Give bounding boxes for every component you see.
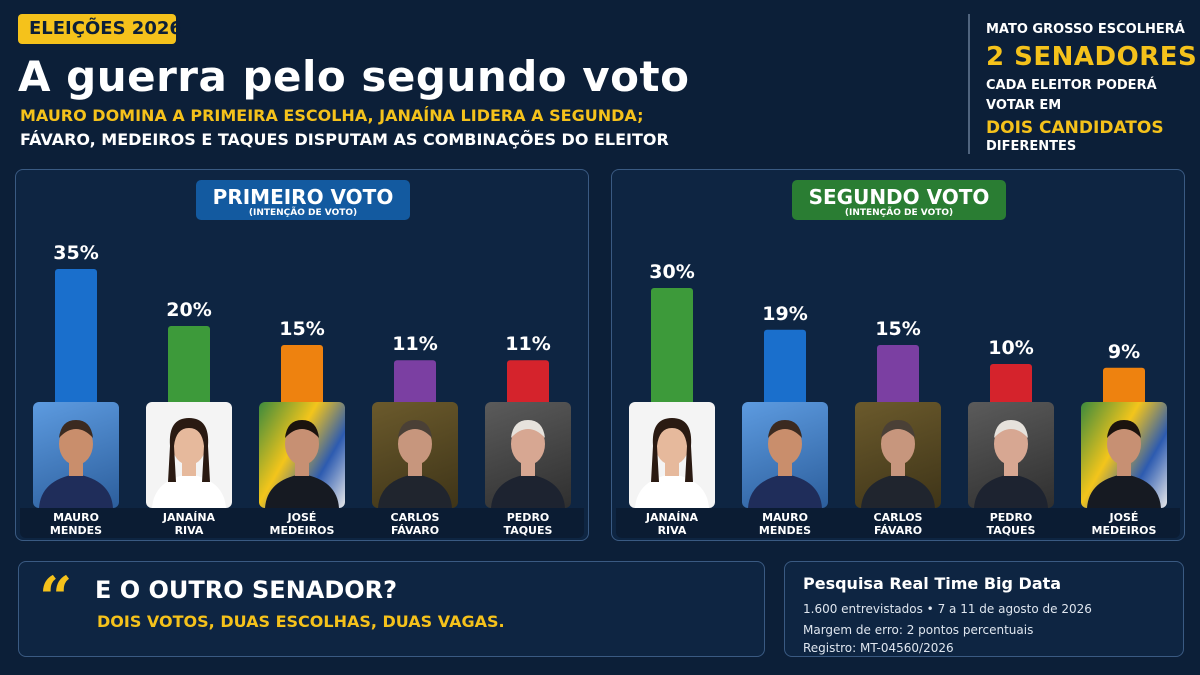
candidate-name-label: JANAÍNA RIVA xyxy=(134,511,244,537)
survey-title: Pesquisa Real Time Big Data xyxy=(803,574,1062,593)
candidate-first-name: PEDRO xyxy=(506,511,550,524)
candidate-last-name: FÁVARO xyxy=(873,524,923,537)
person-silhouette-icon xyxy=(39,420,113,508)
bar xyxy=(651,288,693,422)
candidate-name-label: JOSÉ MEDEIROS xyxy=(247,511,357,537)
side-note-line-6: DIFERENTES xyxy=(986,139,1077,154)
bar-value-label: 19% xyxy=(762,303,807,325)
candidate-first-name: MAURO xyxy=(762,511,808,524)
bar-value-label: 11% xyxy=(505,333,550,355)
candidate-first-name: JOSÉ xyxy=(1109,511,1139,524)
candidate-photo xyxy=(33,402,119,508)
quote-mark-icon: “ xyxy=(39,564,73,632)
person-silhouette-icon xyxy=(378,420,452,508)
candidate-photo xyxy=(855,402,941,508)
first-vote-subtitle: (INTENÇÃO DE VOTO) xyxy=(248,208,358,218)
candidate-name-label: JANAÍNA RIVA xyxy=(617,511,727,537)
candidate-name-label: CARLOS FÁVARO xyxy=(360,511,470,537)
bar xyxy=(55,269,97,422)
candidate-first-name: JANAÍNA xyxy=(162,511,216,524)
first-vote-name-bar xyxy=(20,508,584,538)
second-vote-panel: SEGUNDO VOTO (INTENÇÃO DE VOTO) 30% 19% 15… xyxy=(611,169,1185,541)
survey-registry: Registro: MT-04560/2026 xyxy=(803,641,954,655)
second-vote-subtitle: (INTENÇÃO DE VOTO) xyxy=(844,208,954,218)
candidate-last-name: RIVA xyxy=(174,524,204,537)
side-note-senators: 2 SENADORES xyxy=(986,42,1198,72)
first-vote-panel: PRIMEIRO VOTO (INTENÇÃO DE VOTO) 35% 20% 1… xyxy=(15,169,589,541)
candidate-name-label: PEDRO TAQUES xyxy=(956,511,1066,537)
subtitle-line-2: FÁVARO, MEDEIROS E TAQUES DISPUTAM AS CO… xyxy=(20,130,669,149)
bar-value-label: 10% xyxy=(988,337,1033,359)
bar-value-label: 11% xyxy=(392,333,437,355)
person-silhouette-icon xyxy=(265,420,339,508)
candidate-first-name: MAURO xyxy=(53,511,99,524)
bar xyxy=(764,329,806,422)
candidate-photo xyxy=(1081,402,1167,508)
quote-title: E O OUTRO SENADOR? xyxy=(95,576,398,604)
bar-value-label: 20% xyxy=(166,299,211,321)
person-silhouette-icon xyxy=(152,418,226,508)
candidate-first-name: JOSÉ xyxy=(287,511,317,524)
candidate-last-name: MENDES xyxy=(758,524,812,537)
candidate-last-name: MENDES xyxy=(49,524,103,537)
bar-value-label: 35% xyxy=(53,242,98,264)
candidate-last-name: MEDEIROS xyxy=(1091,524,1157,537)
candidate-photo xyxy=(968,402,1054,508)
subtitle-line-1: MAURO DOMINA A PRIMEIRA ESCOLHA, JANAÍNA… xyxy=(20,106,644,125)
side-note-two-candidates: DOIS CANDIDATOS xyxy=(986,118,1164,138)
first-vote-title: PRIMEIRO VOTO xyxy=(212,185,394,209)
candidate-last-name: TAQUES xyxy=(986,524,1036,537)
candidate-photo xyxy=(485,402,571,508)
person-silhouette-icon xyxy=(1087,420,1161,508)
candidate-photo xyxy=(146,402,232,508)
candidate-name-label: MAURO MENDES xyxy=(730,511,840,537)
candidate-last-name: MEDEIROS xyxy=(269,524,335,537)
bar-value-label: 9% xyxy=(1108,341,1140,363)
candidate-name-label: JOSÉ MEDEIROS xyxy=(1069,511,1179,537)
survey-margin: Margem de erro: 2 pontos percentuais xyxy=(803,623,1034,637)
candidate-name-label: MAURO MENDES xyxy=(21,511,131,537)
candidate-first-name: CARLOS xyxy=(390,511,440,524)
page-title: A guerra pelo segundo voto xyxy=(18,52,690,101)
bar-value-label: 15% xyxy=(279,318,324,340)
person-silhouette-icon xyxy=(748,420,822,508)
election-badge: ELEIÇÕES 2026 xyxy=(18,14,182,44)
bar xyxy=(168,326,210,422)
quote-box: “ E O OUTRO SENADOR? DOIS VOTOS, DUAS ES… xyxy=(18,561,765,657)
person-silhouette-icon xyxy=(974,420,1048,508)
candidate-last-name: TAQUES xyxy=(503,524,553,537)
bar-value-label: 15% xyxy=(875,318,920,340)
survey-box: Pesquisa Real Time Big Data 1.600 entrev… xyxy=(784,561,1184,657)
first-vote-title-box: PRIMEIRO VOTO (INTENÇÃO DE VOTO) xyxy=(196,180,410,220)
quote-subtitle: DOIS VOTOS, DUAS ESCOLHAS, DUAS VAGAS. xyxy=(97,612,505,631)
side-note-line-4: VOTAR EM xyxy=(986,98,1062,113)
candidate-photo xyxy=(259,402,345,508)
candidate-first-name: CARLOS xyxy=(873,511,923,524)
survey-sample: 1.600 entrevistados • 7 a 11 de agosto d… xyxy=(803,602,1092,616)
candidate-first-name: PEDRO xyxy=(989,511,1033,524)
candidate-photo xyxy=(629,402,715,508)
candidate-first-name: JANAÍNA xyxy=(645,511,699,524)
person-silhouette-icon xyxy=(861,420,935,508)
person-silhouette-icon xyxy=(635,418,709,508)
person-silhouette-icon xyxy=(491,420,565,508)
candidate-photo xyxy=(372,402,458,508)
second-vote-name-bar xyxy=(616,508,1180,538)
candidate-name-label: CARLOS FÁVARO xyxy=(843,511,953,537)
candidate-photo xyxy=(742,402,828,508)
candidate-last-name: FÁVARO xyxy=(390,524,440,537)
side-note-line-3: CADA ELEITOR PODERÁ xyxy=(986,78,1157,93)
header-divider xyxy=(968,14,970,154)
bar-value-label: 30% xyxy=(649,261,694,283)
side-note-line-1: MATO GROSSO ESCOLHERÁ xyxy=(986,22,1185,37)
second-vote-title-box: SEGUNDO VOTO (INTENÇÃO DE VOTO) xyxy=(792,180,1006,220)
second-vote-title: SEGUNDO VOTO xyxy=(808,185,990,209)
candidate-last-name: RIVA xyxy=(657,524,687,537)
candidate-name-label: PEDRO TAQUES xyxy=(473,511,583,537)
